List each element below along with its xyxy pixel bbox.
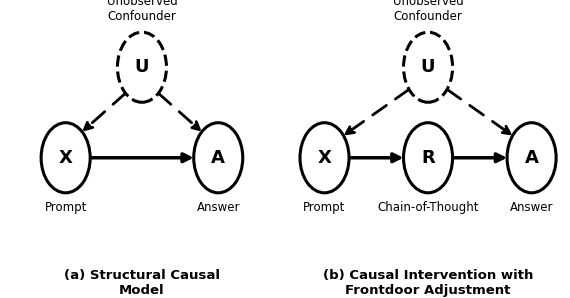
Ellipse shape: [41, 123, 90, 193]
Text: R: R: [421, 149, 435, 167]
Text: X: X: [317, 149, 331, 167]
Text: (b) Causal Intervention with
Frontdoor Adjustment: (b) Causal Intervention with Frontdoor A…: [323, 269, 534, 297]
Text: U: U: [421, 58, 435, 76]
Ellipse shape: [507, 123, 556, 193]
Ellipse shape: [404, 32, 453, 102]
Text: Answer: Answer: [510, 201, 553, 214]
Text: Chain-of-Thought: Chain-of-Thought: [377, 201, 479, 214]
Text: X: X: [59, 149, 72, 167]
Ellipse shape: [404, 123, 453, 193]
Ellipse shape: [300, 123, 349, 193]
Text: A: A: [524, 149, 539, 167]
Ellipse shape: [194, 123, 243, 193]
Text: Unobserved
Confounder: Unobserved Confounder: [107, 0, 177, 23]
Text: Prompt: Prompt: [303, 201, 345, 214]
Text: U: U: [135, 58, 149, 76]
Text: Unobserved
Confounder: Unobserved Confounder: [393, 0, 463, 23]
Text: A: A: [211, 149, 225, 167]
Text: Answer: Answer: [197, 201, 240, 214]
Text: (a) Structural Causal
Model: (a) Structural Causal Model: [64, 269, 220, 297]
Ellipse shape: [117, 32, 166, 102]
Text: Prompt: Prompt: [44, 201, 87, 214]
